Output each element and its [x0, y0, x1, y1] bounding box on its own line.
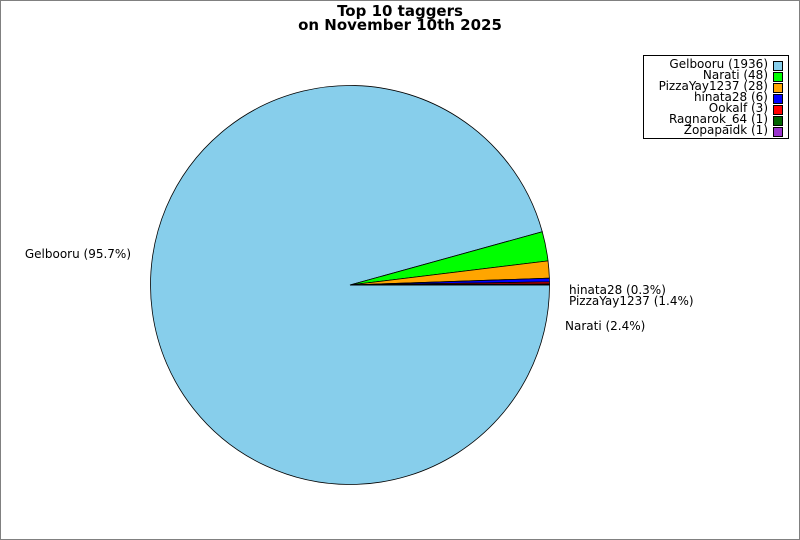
legend-item-narati: Narati (48) — [644, 68, 788, 82]
legend-swatch — [773, 61, 783, 71]
chart-title-line-2: on November 10th 2025 — [298, 16, 502, 34]
legend: Gelbooru (1936) Narati (48) PizzaYay1237 (… — [643, 55, 789, 139]
slice-label-pizzayay1237: PizzaYay1237 (1.4%) — [569, 294, 694, 308]
pie-slices — [150, 85, 550, 485]
pie-labels: Gelbooru (95.7%) Narati (2.4%) PizzaYay123… — [25, 247, 694, 333]
slice-label-narati: Narati (2.4%) — [565, 319, 645, 333]
legend-item-zopapaidk: Zopapaidk (1) — [644, 123, 788, 137]
legend-swatch — [773, 94, 783, 104]
pie-slice-zopapaidk — [349, 283, 550, 286]
legend-swatch — [773, 116, 783, 126]
legend-label: Gelbooru (1936) — [669, 57, 768, 71]
legend-swatch — [773, 83, 783, 93]
legend-label: Ragnarok_64 (1) — [668, 112, 768, 126]
legend-label: Ookalf (3) — [708, 101, 768, 115]
chart-title-line-1: Top 10 taggers — [337, 2, 463, 20]
legend-label: PizzaYay1237 (28) — [658, 79, 768, 93]
legend-label: Narati (48) — [702, 68, 768, 82]
legend-label: Zopapaidk (1) — [683, 123, 768, 137]
legend-swatch — [773, 127, 783, 137]
legend-item-pizzayay1237: PizzaYay1237 (28) — [644, 79, 788, 93]
legend-label: hinata28 (6) — [693, 90, 768, 104]
legend-swatch — [773, 72, 783, 82]
slice-label-gelbooru: Gelbooru (95.7%) — [25, 247, 131, 261]
slice-label-hinata28: hinata28 (0.3%) — [569, 283, 666, 297]
legend-item-gelbooru: Gelbooru (1936) — [644, 57, 788, 71]
legend-item-hinata28: hinata28 (6) — [644, 90, 788, 104]
legend-swatch — [773, 105, 783, 115]
legend-item-ragnarok-64: Ragnarok_64 (1) — [644, 112, 788, 126]
legend-item-ookalf: Ookalf (3) — [644, 101, 788, 115]
